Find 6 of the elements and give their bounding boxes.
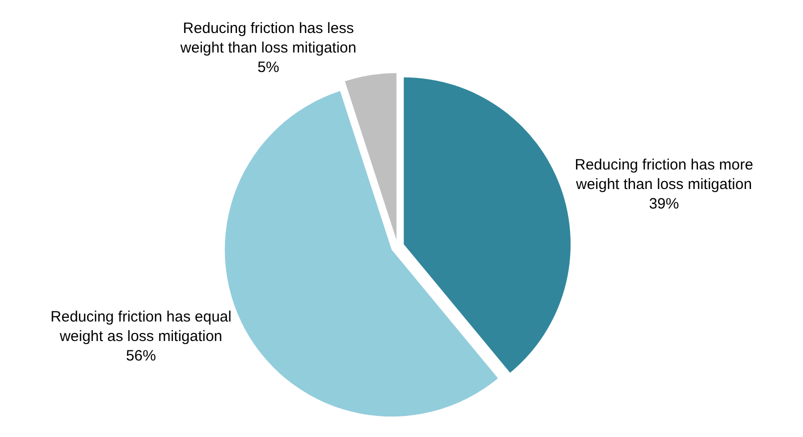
data-label: 56% (126, 348, 156, 365)
slice-label: Reducing friction has less weight than loss mitigation (179, 20, 356, 56)
slice-label: Reducing friction has more weight than loss mitigation (574, 156, 754, 194)
slice-label: Reducing friction has equal weight as loss mitigation (50, 308, 232, 346)
data-label: 39% (648, 196, 679, 213)
data-label: 5% (258, 58, 280, 76)
